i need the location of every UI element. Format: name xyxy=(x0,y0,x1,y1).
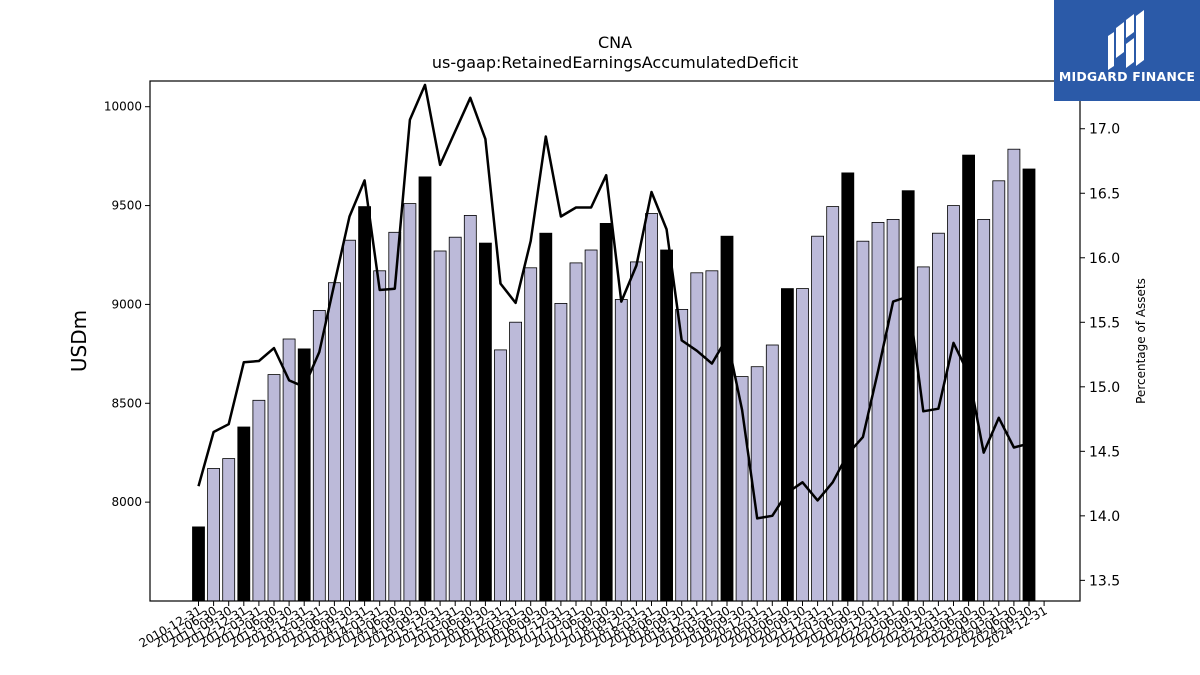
bar xyxy=(524,267,538,602)
bar xyxy=(1007,148,1021,602)
bar xyxy=(660,249,673,602)
bar xyxy=(192,526,205,602)
bar xyxy=(614,299,628,602)
logo-text: MIDGARD FINANCE xyxy=(1058,69,1196,84)
bar-layer xyxy=(192,148,1036,602)
y-tick-label: 8500 xyxy=(111,396,142,410)
bar xyxy=(916,266,930,602)
bar xyxy=(765,344,779,602)
bar xyxy=(418,176,432,602)
bar xyxy=(675,308,689,602)
chart-title: CNA xyxy=(598,33,632,52)
y2-axis-label: Percentage of Assets xyxy=(1134,278,1148,404)
bar xyxy=(932,232,945,602)
bar xyxy=(796,288,809,602)
bar xyxy=(630,261,643,602)
bar xyxy=(403,203,417,602)
bar xyxy=(886,218,900,602)
right-axis: 13.5 14.0 14.5 15.0 15.5 16.0 16.5 17.0 xyxy=(1080,122,1120,589)
chart-subtitle: us-gaap:RetainedEarningsAccumulatedDefic… xyxy=(432,53,798,72)
bar xyxy=(343,239,356,602)
bar xyxy=(448,236,462,602)
bar xyxy=(478,242,492,602)
y-tick-label: 8000 xyxy=(111,495,142,509)
bar xyxy=(977,218,991,602)
bar xyxy=(1022,168,1036,602)
y2-tick-label: 14.5 xyxy=(1089,444,1120,460)
bar xyxy=(826,206,840,602)
bar xyxy=(373,270,387,602)
bar xyxy=(554,302,568,602)
bar xyxy=(584,249,598,602)
y2-tick-label: 15.0 xyxy=(1089,380,1120,396)
bar xyxy=(222,458,236,602)
bar xyxy=(494,349,507,602)
bar xyxy=(645,213,658,602)
y-tick-label: 10000 xyxy=(104,100,142,114)
plot-frame xyxy=(149,80,1081,602)
bar xyxy=(509,321,523,602)
bar xyxy=(811,235,824,602)
y-axis-label: USDm xyxy=(67,310,91,372)
bar xyxy=(690,272,704,602)
bar xyxy=(252,399,266,602)
bar xyxy=(705,270,719,602)
bar xyxy=(207,468,221,602)
bar xyxy=(569,262,583,602)
y2-tick-label: 16.5 xyxy=(1089,186,1120,202)
bar xyxy=(871,221,885,602)
bar xyxy=(599,222,613,602)
bar xyxy=(720,235,734,602)
y2-tick-label: 14.0 xyxy=(1089,509,1120,525)
bar xyxy=(992,180,1006,602)
y2-tick-label: 16.0 xyxy=(1089,251,1120,267)
y2-tick-label: 17.0 xyxy=(1089,122,1120,138)
percentage-line xyxy=(197,83,1030,520)
bar xyxy=(781,288,794,602)
y2-tick-label: 15.5 xyxy=(1089,315,1120,331)
midgard-finance-logo: MIDGARD FINANCE xyxy=(1054,0,1200,101)
bar xyxy=(947,205,960,602)
bar xyxy=(267,374,281,602)
bar xyxy=(539,232,553,602)
midgard-logo-icon xyxy=(1108,10,1144,70)
bar xyxy=(841,172,855,602)
y2-tick-label: 13.5 xyxy=(1089,573,1120,589)
bar xyxy=(463,214,477,602)
left-axis: 8000 8500 9000 9500 10000 xyxy=(104,100,150,509)
y-tick-label: 9500 xyxy=(111,199,142,213)
y-tick-label: 9000 xyxy=(111,297,142,311)
bar xyxy=(327,282,341,602)
bar xyxy=(433,250,447,602)
line-layer xyxy=(197,83,1030,520)
x-axis: 2010-12-312011-06-302011-09-302012-12-31… xyxy=(137,601,1050,650)
bar xyxy=(358,206,372,602)
bar xyxy=(901,190,915,602)
bar xyxy=(237,426,251,602)
